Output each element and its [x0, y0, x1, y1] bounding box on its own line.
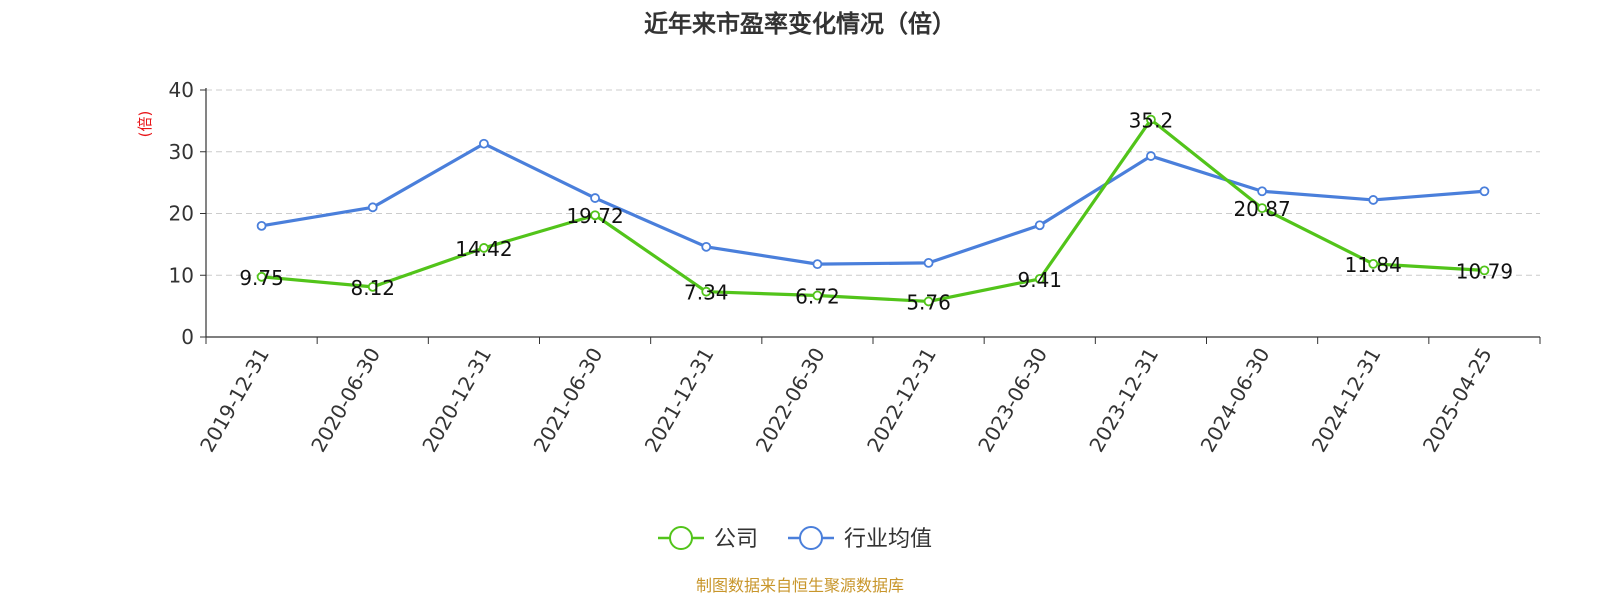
series-point-1[interactable] [923, 257, 934, 268]
data-label: 10.79 [1456, 259, 1513, 283]
series-point-1[interactable] [479, 138, 489, 149]
series-point-1[interactable] [1257, 186, 1267, 197]
y-tick-label: 20 [169, 202, 194, 226]
x-tick-label: 2021-06-30 [529, 344, 608, 457]
series-point-0[interactable] [923, 296, 934, 307]
x-tick-label: 2025-04-25 [1418, 344, 1497, 457]
data-label: 11.84 [1345, 253, 1402, 277]
legend-marker-icon [799, 526, 823, 550]
series-point-0[interactable] [590, 210, 600, 221]
series-point-0[interactable] [1146, 114, 1156, 125]
series-point-1[interactable] [256, 220, 267, 231]
data-label: 20.87 [1233, 197, 1290, 221]
series-point-0[interactable] [701, 286, 712, 297]
series-point-1[interactable] [590, 193, 600, 203]
series-point-0[interactable] [256, 271, 267, 282]
x-tick-label: 2023-06-30 [973, 344, 1052, 457]
x-tick-label: 2020-06-30 [306, 344, 385, 457]
x-tick-label: 2024-06-30 [1196, 344, 1275, 457]
series-point-1[interactable] [812, 259, 823, 270]
grid-lines [206, 89, 1540, 276]
series-point-1[interactable] [1146, 151, 1156, 161]
legend[interactable]: 公司 行业均值 [658, 526, 932, 552]
series-point-1[interactable] [701, 241, 712, 252]
series-line-0 [261, 118, 1485, 304]
x-tick-label: 2023-12-31 [1084, 344, 1163, 457]
legend-label: 行业均值 [844, 527, 932, 552]
x-tick-label: 2019-12-31 [195, 344, 274, 457]
data-label: 5.76 [906, 290, 951, 314]
y-tick-label: 40 [169, 78, 194, 102]
axes: 0 10 20 30 40 2019-12-31 2020-06-30 2020-12-31 2… [169, 78, 1541, 457]
series-point-0[interactable] [1368, 258, 1379, 269]
y-tick-label: 10 [169, 263, 194, 287]
series-layer [256, 114, 1490, 307]
y-axis-title: (倍) [136, 111, 154, 138]
series-point-1[interactable] [1034, 220, 1045, 231]
data-label: 6.72 [795, 285, 840, 309]
x-tick-label: 2024-12-31 [1307, 344, 1386, 457]
series-line-1 [261, 142, 1485, 266]
data-label: 35.2 [1129, 109, 1174, 133]
series-point-1[interactable] [1368, 195, 1379, 205]
series-point-0[interactable] [1257, 203, 1267, 214]
data-label: 9.75 [239, 266, 284, 290]
data-label: 14.42 [455, 237, 512, 261]
legend-marker-icon [669, 526, 693, 550]
x-tick-label: 2020-12-31 [417, 344, 496, 457]
series-point-1[interactable] [1479, 186, 1490, 197]
source-note: 制图数据来自恒生聚源数据库 [696, 576, 904, 595]
data-label: 7.34 [684, 281, 729, 305]
series-point-0[interactable] [367, 281, 378, 292]
data-labels: 9.75 8.12 14.42 19.72 7.34 6.72 5.76 9.41 35.2 20… [239, 109, 1513, 315]
x-tick-label: 2021-12-31 [640, 344, 719, 457]
chart-title: 近年来市盈率变化情况（倍） [644, 10, 956, 38]
series-point-0[interactable] [1479, 265, 1490, 276]
y-tick-label: 0 [181, 325, 194, 349]
series-point-0[interactable] [1034, 273, 1045, 284]
data-label: 19.72 [566, 204, 623, 228]
legend-item-1[interactable]: 行业均值 [788, 526, 932, 552]
data-label: 8.12 [350, 276, 395, 300]
series-point-0[interactable] [479, 243, 489, 253]
data-label: 9.41 [1017, 268, 1062, 292]
x-tick-label: 2022-06-30 [751, 344, 830, 457]
legend-label: 公司 [714, 527, 758, 552]
series-point-1[interactable] [367, 202, 378, 213]
x-tick-label: 2022-12-31 [862, 344, 941, 457]
series-point-0[interactable] [812, 290, 823, 301]
legend-item-0[interactable]: 公司 [658, 526, 758, 552]
y-tick-label: 30 [169, 140, 194, 164]
